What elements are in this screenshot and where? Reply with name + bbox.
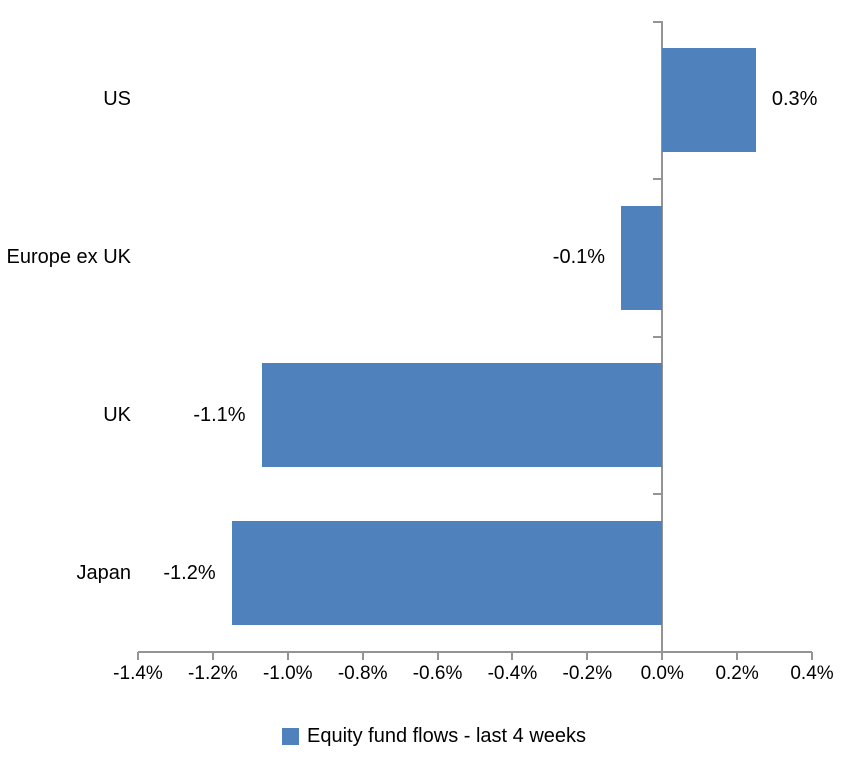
x-axis-tick bbox=[436, 652, 439, 660]
bar-value-label: -1.2% bbox=[163, 561, 216, 584]
x-axis-tick-label: 0.0% bbox=[640, 663, 684, 684]
x-axis-tick-label: -1.0% bbox=[262, 663, 313, 684]
legend: Equity fund flows - last 4 weeks bbox=[282, 725, 586, 748]
x-axis-tick bbox=[661, 652, 664, 660]
x-axis-tick-label: 0.2% bbox=[715, 663, 759, 684]
bar bbox=[621, 205, 663, 310]
legend-swatch bbox=[282, 728, 299, 745]
category-label: Japan bbox=[76, 561, 132, 584]
x-axis-tick-label: -0.6% bbox=[412, 663, 463, 684]
x-axis-tick bbox=[586, 652, 589, 660]
bar-value-label: -0.1% bbox=[552, 246, 606, 269]
x-axis-tick-label: -1.2% bbox=[188, 663, 238, 684]
x-axis-tick-label: -0.2% bbox=[562, 663, 613, 684]
category-boundary-tick bbox=[653, 177, 662, 180]
bar bbox=[662, 47, 756, 152]
bar bbox=[261, 363, 663, 468]
x-axis-tick bbox=[811, 652, 813, 660]
bar bbox=[231, 521, 663, 626]
category-label: US bbox=[103, 88, 131, 111]
category-boundary-tick bbox=[653, 21, 662, 23]
category-boundary-tick bbox=[653, 335, 662, 338]
x-axis-tick bbox=[211, 652, 214, 660]
x-axis-tick bbox=[361, 652, 364, 660]
x-axis-tick-label: 0.4% bbox=[790, 663, 834, 684]
x-axis-tick bbox=[736, 652, 739, 660]
bar-value-label: 0.3% bbox=[771, 88, 818, 111]
value-axis-line bbox=[138, 651, 812, 653]
bar-value-label: -1.1% bbox=[193, 403, 246, 426]
legend-label: Equity fund flows - last 4 weeks bbox=[307, 725, 587, 747]
category-boundary-tick bbox=[653, 493, 662, 496]
x-axis-tick bbox=[137, 652, 139, 660]
category-label: Europe ex UK bbox=[6, 246, 131, 269]
x-axis-tick bbox=[511, 652, 514, 660]
x-axis-tick bbox=[286, 652, 289, 660]
x-axis-tick-label: -0.8% bbox=[337, 663, 388, 684]
x-axis-tick-label: -0.4% bbox=[487, 663, 538, 684]
category-label: UK bbox=[103, 403, 131, 426]
x-axis-tick-label: -1.4% bbox=[113, 663, 163, 684]
category-axis-line bbox=[661, 21, 664, 660]
